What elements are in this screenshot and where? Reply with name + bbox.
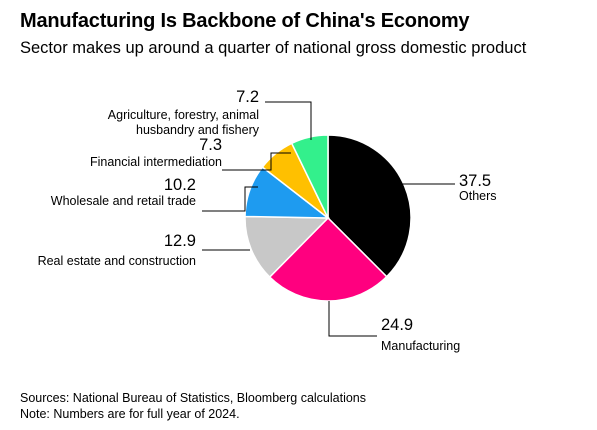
- value-label-wholesale: 10.2: [164, 176, 196, 194]
- pie-slice-real-estate: [244, 215, 330, 279]
- leader-line-manufacturing: [328, 301, 377, 337]
- leader-line-agriculture: [265, 101, 312, 140]
- leader-line-wholesale: [202, 186, 258, 212]
- pie-slice-others: [327, 134, 412, 278]
- footnote: Note: Numbers are for full year of 2024.: [20, 407, 240, 421]
- chart-title: Manufacturing Is Backbone of China's Eco…: [20, 10, 470, 32]
- value-label-others: 37.5: [459, 172, 491, 190]
- pie-slices: [244, 134, 412, 302]
- category-label-real-estate: Real estate and construction: [38, 254, 196, 268]
- pie-slice-agriculture: [290, 134, 329, 219]
- value-label-real-estate: 12.9: [164, 232, 196, 250]
- leader-line-financial: [222, 152, 291, 171]
- chart-footer: Sources: National Bureau of Statistics, …: [20, 390, 366, 422]
- chart-subtitle: Sector makes up around a quarter of nati…: [20, 39, 527, 57]
- category-label-financial: Financial intermediation: [90, 155, 222, 169]
- value-label-manufacturing: 24.9: [381, 316, 413, 334]
- category-label-wholesale: Wholesale and retail trade: [51, 194, 196, 208]
- category-label-agriculture-1: Agriculture, forestry, animal: [108, 108, 259, 122]
- sources-note: Sources: National Bureau of Statistics, …: [20, 391, 367, 405]
- category-label-others: Others: [459, 189, 497, 203]
- pie-slice-manufacturing: [268, 216, 388, 302]
- category-label-manufacturing: Manufacturing: [381, 339, 460, 353]
- value-label-agriculture: 7.2: [236, 88, 259, 106]
- category-label-agriculture-2: husbandry and fishery: [136, 123, 260, 137]
- value-label-financial: 7.3: [199, 136, 222, 154]
